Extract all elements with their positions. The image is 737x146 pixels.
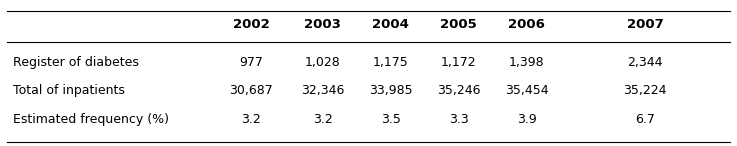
Text: 1,172: 1,172 (441, 56, 477, 69)
Text: 2,344: 2,344 (627, 56, 663, 69)
Text: Estimated frequency (%): Estimated frequency (%) (13, 113, 170, 126)
Text: 3.5: 3.5 (380, 113, 400, 126)
Text: 6.7: 6.7 (635, 113, 655, 126)
Text: 1,398: 1,398 (509, 56, 545, 69)
Text: 1,175: 1,175 (373, 56, 408, 69)
Text: 2002: 2002 (233, 18, 270, 31)
Text: 35,224: 35,224 (624, 84, 667, 97)
Text: 977: 977 (240, 56, 263, 69)
Text: 2004: 2004 (372, 18, 409, 31)
Text: 2007: 2007 (626, 18, 663, 31)
Text: 2003: 2003 (304, 18, 341, 31)
Text: 35,454: 35,454 (505, 84, 548, 97)
Text: 2005: 2005 (441, 18, 477, 31)
Text: Register of diabetes: Register of diabetes (13, 56, 139, 69)
Text: 2006: 2006 (509, 18, 545, 31)
Text: 3.2: 3.2 (241, 113, 261, 126)
Text: 33,985: 33,985 (368, 84, 412, 97)
Text: 3.2: 3.2 (312, 113, 332, 126)
Text: 30,687: 30,687 (229, 84, 273, 97)
Text: 3.9: 3.9 (517, 113, 537, 126)
Text: 32,346: 32,346 (301, 84, 344, 97)
Text: Total of inpatients: Total of inpatients (13, 84, 125, 97)
Text: 35,246: 35,246 (437, 84, 481, 97)
Text: 1,028: 1,028 (305, 56, 340, 69)
Text: 3.3: 3.3 (449, 113, 469, 126)
